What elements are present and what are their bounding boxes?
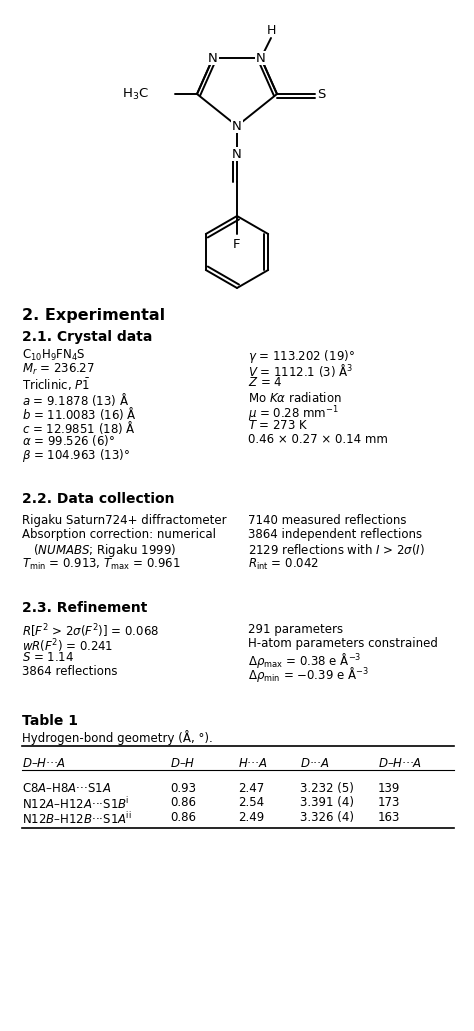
Text: $D$–H···$A$: $D$–H···$A$ <box>22 757 66 770</box>
Text: $\Delta\rho_{\rm min}$ = −0.39 e Å$^{-3}$: $\Delta\rho_{\rm min}$ = −0.39 e Å$^{-3}… <box>248 665 369 685</box>
Text: F: F <box>233 237 241 251</box>
Text: H$_3$C: H$_3$C <box>122 87 149 101</box>
Text: 2.47: 2.47 <box>238 781 264 795</box>
Text: $wR$($F^2$) = 0.241: $wR$($F^2$) = 0.241 <box>22 637 113 655</box>
Text: 291 parameters: 291 parameters <box>248 623 343 636</box>
Text: N12$B$–H12$B$···S1$A$$^{\rm ii}$: N12$B$–H12$B$···S1$A$$^{\rm ii}$ <box>22 810 132 827</box>
Text: $D$···$A$: $D$···$A$ <box>300 757 329 770</box>
Text: $\mu$ = 0.28 mm$^{-1}$: $\mu$ = 0.28 mm$^{-1}$ <box>248 405 338 425</box>
Text: $c$ = 12.9851 (18) Å: $c$ = 12.9851 (18) Å <box>22 419 136 436</box>
Text: $\gamma$ = 113.202 (19)°: $\gamma$ = 113.202 (19)° <box>248 348 355 365</box>
Text: Triclinic, $P\bar{1}$: Triclinic, $P\bar{1}$ <box>22 376 91 393</box>
Text: $D$–H: $D$–H <box>170 757 195 770</box>
Text: N: N <box>232 120 242 133</box>
Text: $M_r$ = 236.27: $M_r$ = 236.27 <box>22 362 95 377</box>
Text: 2.3. Refinement: 2.3. Refinement <box>22 601 147 614</box>
Text: $a$ = 9.1878 (13) Å: $a$ = 9.1878 (13) Å <box>22 391 129 407</box>
Text: 2. Experimental: 2. Experimental <box>22 308 165 323</box>
Text: $\beta$ = 104.963 (13)°: $\beta$ = 104.963 (13)° <box>22 447 130 464</box>
Text: 139: 139 <box>378 781 401 795</box>
Text: $Z$ = 4: $Z$ = 4 <box>248 376 283 390</box>
Text: 3864 reflections: 3864 reflections <box>22 665 118 678</box>
Text: H···$A$: H···$A$ <box>238 757 267 770</box>
Text: H: H <box>266 24 276 36</box>
Text: Absorption correction: numerical: Absorption correction: numerical <box>22 528 216 541</box>
Text: C$_{10}$H$_9$FN$_4$S: C$_{10}$H$_9$FN$_4$S <box>22 348 86 363</box>
Text: $V$ = 1112.1 (3) Å$^3$: $V$ = 1112.1 (3) Å$^3$ <box>248 362 353 379</box>
Text: S: S <box>317 88 325 100</box>
Text: $R_{\rm int}$ = 0.042: $R_{\rm int}$ = 0.042 <box>248 557 319 571</box>
Text: 163: 163 <box>378 810 401 824</box>
Text: 2.49: 2.49 <box>238 810 264 824</box>
Text: Table 1: Table 1 <box>22 713 78 728</box>
Text: 2.2. Data collection: 2.2. Data collection <box>22 492 174 506</box>
Text: 7140 measured reflections: 7140 measured reflections <box>248 513 407 527</box>
Text: 3.232 (5): 3.232 (5) <box>300 781 354 795</box>
Text: Rigaku Saturn724+ diffractometer: Rigaku Saturn724+ diffractometer <box>22 513 227 527</box>
Text: $S$ = 1.14: $S$ = 1.14 <box>22 652 74 664</box>
Text: ($\it{NUMABS}$; Rigaku 1999): ($\it{NUMABS}$; Rigaku 1999) <box>22 542 176 559</box>
Text: $R$[$F^2$ > 2$\sigma$($F^2$)] = 0.068: $R$[$F^2$ > 2$\sigma$($F^2$)] = 0.068 <box>22 623 159 640</box>
Text: $T_{\rm min}$ = 0.913, $T_{\rm max}$ = 0.961: $T_{\rm min}$ = 0.913, $T_{\rm max}$ = 0… <box>22 557 181 571</box>
Text: 3.391 (4): 3.391 (4) <box>300 796 354 809</box>
Text: $D$–H···$A$: $D$–H···$A$ <box>378 757 422 770</box>
Text: $\alpha$ = 99.526 (6)°: $\alpha$ = 99.526 (6)° <box>22 433 115 448</box>
Text: $T$ = 273 K: $T$ = 273 K <box>248 419 309 432</box>
Text: 3864 independent reflections: 3864 independent reflections <box>248 528 422 541</box>
Text: 2.1. Crystal data: 2.1. Crystal data <box>22 330 152 344</box>
Text: 0.93: 0.93 <box>170 781 196 795</box>
Text: 0.46 × 0.27 × 0.14 mm: 0.46 × 0.27 × 0.14 mm <box>248 433 388 446</box>
Text: $b$ = 11.0083 (16) Å: $b$ = 11.0083 (16) Å <box>22 405 137 422</box>
Text: 2.54: 2.54 <box>238 796 264 809</box>
Text: Mo $K\alpha$ radiation: Mo $K\alpha$ radiation <box>248 391 342 404</box>
Text: 0.86: 0.86 <box>170 810 196 824</box>
Text: H-atom parameters constrained: H-atom parameters constrained <box>248 637 438 650</box>
Text: $\Delta\rho_{\rm max}$ = 0.38 e Å$^{-3}$: $\Delta\rho_{\rm max}$ = 0.38 e Å$^{-3}$ <box>248 652 362 670</box>
Text: N: N <box>232 147 242 161</box>
Text: N: N <box>256 52 266 65</box>
Text: 173: 173 <box>378 796 401 809</box>
Text: C8$A$–H8$A$···S1$A$: C8$A$–H8$A$···S1$A$ <box>22 781 111 795</box>
Text: 2129 reflections with $I$ > 2$\sigma$($I$): 2129 reflections with $I$ > 2$\sigma$($I… <box>248 542 425 557</box>
Text: 0.86: 0.86 <box>170 796 196 809</box>
Text: N: N <box>208 52 218 65</box>
Text: N12$A$–H12$A$···S1$B$$^{\rm i}$: N12$A$–H12$A$···S1$B$$^{\rm i}$ <box>22 796 129 812</box>
Text: Hydrogen-bond geometry (Å, °).: Hydrogen-bond geometry (Å, °). <box>22 730 213 744</box>
Text: 3.326 (4): 3.326 (4) <box>300 810 354 824</box>
